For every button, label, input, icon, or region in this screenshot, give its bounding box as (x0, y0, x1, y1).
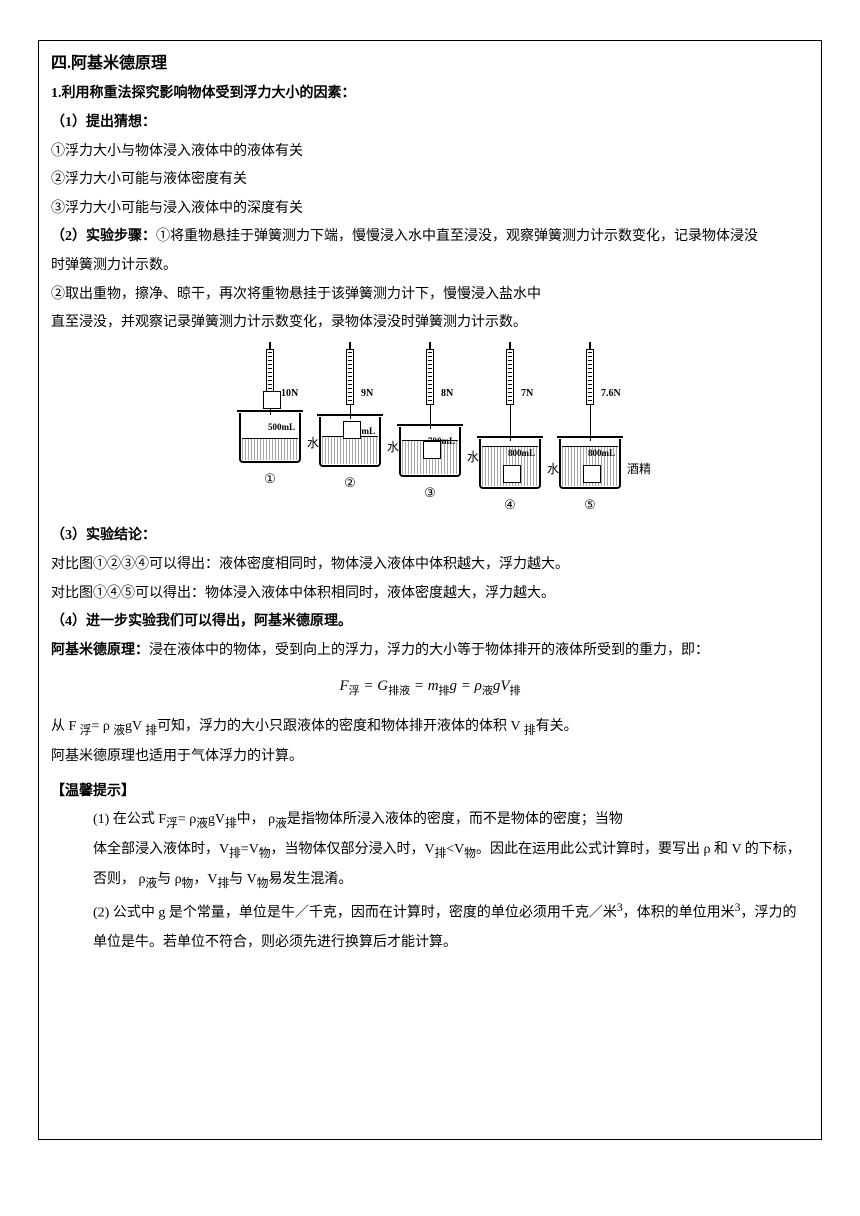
step-1a: ①将重物悬挂于弹簧测力下端，慢慢浸入水中直至浸没，观察弹簧测力计示数变化，记录物… (156, 229, 758, 244)
scale-reading: 7.6N (601, 384, 621, 403)
hypo-2: ②浮力大小可能与液体密度有关 (51, 167, 809, 194)
main-title: 四.阿基米德原理 (51, 49, 809, 79)
scale-reading: 8N (441, 384, 453, 403)
arch-text: 浸在液体中的物体，受到向上的浮力，浮力的大小等于物体排开的液体所受到的重力，即： (149, 643, 709, 658)
volume-label: 800mL (508, 445, 535, 462)
steps-line: （2）实验步骤：①将重物悬挂于弹簧测力下端，慢慢浸入水中直至浸没，观察弹簧测力计… (51, 224, 809, 251)
tip-1-line2: 体全部浸入液体时，V排=V物，当物体仅部分浸入时，V排<V物。因此在运用此公式计… (51, 837, 809, 865)
derive-line-1: 从 F 浮= ρ 液gV 排可知，浮力的大小只跟液体的密度和物体排开液体的体积 … (51, 714, 809, 742)
setup-number: ③ (424, 481, 436, 506)
t: ，V (193, 872, 217, 887)
t: ，当物体仅部分浸入时，V (270, 842, 434, 857)
tip-1-line1: (1) 在公式 F浮= ρ液gV排中， ρ液是指物体所浸入液体的密度，而不是物体… (72, 807, 809, 835)
sub: 液 (113, 724, 125, 737)
t: gV (208, 812, 225, 827)
tip-2-line2: 单位是牛。若单位不符合，则必须先进行换算后才能计算。 (51, 930, 809, 957)
liquid-label: 水 (467, 446, 479, 469)
liquid-label: 水 (307, 432, 319, 455)
t: 是指物体所浸入液体的密度，而不是物体的密度；当物 (287, 812, 623, 827)
scale-reading: 10N (281, 384, 298, 403)
sub: 排 (217, 877, 229, 890)
conclusion-title: （3）实验结论： (51, 523, 809, 550)
tip-1-line3: 否则， ρ液与 ρ物，V排与 V物易发生混淆。 (51, 867, 809, 895)
sub: 排 (524, 724, 536, 737)
beaker-setup-4: 7N800mL水④ (479, 349, 541, 518)
arch-label: 阿基米德原理： (51, 643, 149, 658)
sub: 物 (464, 847, 476, 860)
t: 有关。 (536, 719, 578, 734)
step-1b: 时弹簧测力计示数。 (51, 253, 809, 280)
sub: 浮 (80, 724, 92, 737)
sub: 液 (146, 877, 158, 890)
liquid-label: 水 (547, 458, 559, 481)
hypothesis-title: （1）提出猜想： (51, 110, 809, 137)
liquid-label: 酒精 (627, 458, 651, 481)
volume-label: 500mL (268, 419, 295, 436)
t: 可知，浮力的大小只跟液体的密度和物体排开液体的体积 V (157, 719, 524, 734)
further-title: （4）进一步实验我们可以得出，阿基米德原理。 (51, 609, 809, 636)
scale-reading: 7N (521, 384, 533, 403)
sub: 排 (229, 847, 241, 860)
beaker-setup-5: 7.6N800mL酒精⑤ (559, 349, 621, 518)
setup-number: ② (344, 471, 356, 496)
sub: 液 (275, 817, 287, 830)
sub: 排 (435, 847, 447, 860)
tip-title: 【温馨提示】 (51, 779, 809, 806)
sub: 物 (259, 847, 271, 860)
t: 中， ρ (237, 812, 276, 827)
beaker-setup-1: 10N500mL水① (239, 349, 301, 518)
beaker-setup-3: 8N700mL水③ (399, 349, 461, 518)
t: 体全部浸入液体时，V (93, 842, 229, 857)
step-3: 直至浸没，并观察记录弹簧测力计示数变化，录物体浸没时弹簧测力计示数。 (51, 310, 809, 337)
archimedes-formula: F浮 = G排液 = m排g = ρ液gV排 (51, 672, 809, 702)
liquid-label: 水 (387, 436, 399, 459)
t: ，浮力的 (740, 906, 796, 921)
t: 。因此在运用此公式计算时，要写出 ρ 和 V 的下标， (476, 842, 801, 857)
t: gV (125, 719, 145, 734)
t: 与 V (229, 872, 257, 887)
hypo-1: ①浮力大小与物体浸入液体中的液体有关 (51, 139, 809, 166)
t: 否则， ρ (93, 872, 146, 887)
sub: 排 (145, 724, 157, 737)
conclusion-2: 对比图①④⑤可以得出：物体浸入液体中体积相同时，液体密度越大，浮力越大。 (51, 581, 809, 608)
t: = ρ (91, 719, 113, 734)
setup-number: ① (264, 467, 276, 492)
archimedes-line: 阿基米德原理：浸在液体中的物体，受到向上的浮力，浮力的大小等于物体排开的液体所受… (51, 638, 809, 665)
t: 与 ρ (157, 872, 182, 887)
volume-label: 800mL (588, 445, 615, 462)
setup-number: ⑤ (584, 493, 596, 518)
tip-2-line1: (2) 公式中 g 是个常量，单位是牛／千克，因而在计算时，密度的单位必须用千克… (72, 897, 809, 927)
conclusion-1: 对比图①②③④可以得出：液体密度相同时，物体浸入液体中体积越大，浮力越大。 (51, 552, 809, 579)
beaker-setup-2: 9N600mL水② (319, 349, 381, 518)
hypo-3: ③浮力大小可能与浸入液体中的深度有关 (51, 196, 809, 223)
t: =V (241, 842, 259, 857)
t: (2) 公式中 g 是个常量，单位是牛／千克，因而在计算时，密度的单位必须用千克… (93, 906, 617, 921)
experiment-diagram: 10N 500mL 水 ① 9N600mL水② 8N700mL水③ 7N 800mL 水 ④ 7.6… (51, 349, 809, 518)
sub: 物 (182, 877, 194, 890)
t: = ρ (178, 812, 196, 827)
steps-title: （2）实验步骤： (51, 229, 156, 244)
t: (1) 在公式 F (93, 812, 166, 827)
document-body: 四.阿基米德原理 1.利用称重法探究影响物体受到浮力大小的因素： （1）提出猜想… (38, 40, 822, 1140)
sub: 物 (257, 877, 269, 890)
sub: 浮 (166, 817, 178, 830)
derive-line-2: 阿基米德原理也适用于气体浮力的计算。 (51, 744, 809, 771)
sub: 液 (196, 817, 208, 830)
setup-number: ④ (504, 493, 516, 518)
section1-title: 1.利用称重法探究影响物体受到浮力大小的因素： (51, 81, 809, 108)
t: 从 F (51, 719, 80, 734)
sub: 排 (225, 817, 237, 830)
scale-reading: 9N (361, 384, 373, 403)
t: 易发生混淆。 (268, 872, 352, 887)
t: <V (446, 842, 464, 857)
t: ，体积的单位用米 (623, 906, 735, 921)
step-2: ②取出重物，擦净、晾干，再次将重物悬挂于该弹簧测力计下，慢慢浸入盐水中 (51, 282, 809, 309)
